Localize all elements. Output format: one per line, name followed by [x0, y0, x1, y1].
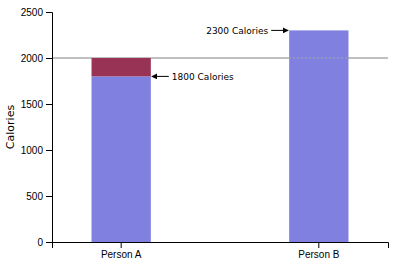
y-tick: 2500 — [21, 7, 52, 18]
y-tick-mark — [46, 196, 52, 197]
y-tick: 1000 — [21, 145, 52, 156]
y-tick-label: 0 — [37, 237, 43, 248]
y-tick-label: 1000 — [21, 145, 44, 156]
annotation: 1800 Calories — [172, 72, 234, 82]
x-tick-label: Person A — [101, 249, 142, 260]
y-tick-mark — [46, 12, 52, 13]
y-tick-mark — [46, 58, 52, 59]
bar — [289, 30, 348, 242]
x-tick-mark — [121, 242, 122, 248]
chart: 0 500 1000 1500 2000 2500 Person A Person B 1800… — [0, 0, 400, 270]
bar — [92, 76, 151, 242]
bar — [92, 58, 151, 76]
y-axis-line — [46, 13, 53, 243]
marks — [52, 30, 388, 242]
x-tick-label: Person B — [298, 249, 339, 260]
x-tick: Person A — [101, 242, 142, 260]
y-tick: 2000 — [21, 53, 52, 64]
y-tick-label: 1500 — [21, 99, 44, 110]
annotation: 2300 Calories — [206, 26, 268, 36]
x-tick-mark — [318, 242, 319, 248]
annotation-arrow — [271, 30, 288, 31]
y-axis: 0 500 1000 1500 2000 2500 — [21, 7, 53, 248]
y-tick-label: 2000 — [21, 53, 44, 64]
y-tick: 0 — [37, 237, 52, 248]
y-tick: 500 — [26, 191, 52, 202]
x-axis: Person A Person B — [53, 242, 389, 260]
y-tick: 1500 — [21, 99, 52, 110]
y-axis-title: Calories — [4, 105, 17, 150]
x-tick: Person B — [298, 242, 339, 260]
plot: 0 500 1000 1500 2000 2500 Person A Person B 1800… — [21, 7, 389, 260]
bar — [289, 30, 348, 31]
y-tick-mark — [46, 104, 52, 105]
y-tick-label: 500 — [26, 191, 43, 202]
reference-line-segment — [289, 57, 348, 58]
y-tick-label: 2500 — [21, 7, 44, 18]
y-tick-mark — [46, 150, 52, 151]
annotation-arrow — [152, 76, 169, 77]
x-axis-line — [53, 243, 389, 249]
y-tick-mark — [46, 242, 52, 243]
